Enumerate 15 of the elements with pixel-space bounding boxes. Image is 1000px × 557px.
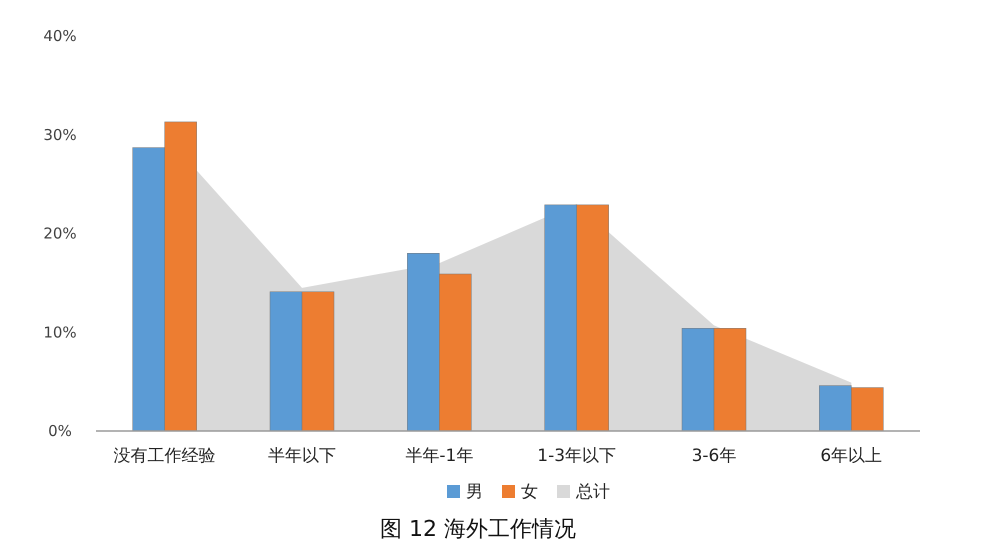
y-tick-label: 20%	[43, 224, 77, 242]
y-tick-label: 30%	[43, 126, 77, 144]
x-tick-label: 半年以下	[268, 446, 336, 466]
x-tick-label: 没有工作经验	[114, 446, 216, 466]
x-tick-label: 6年以上	[820, 446, 882, 466]
legend-label: 女	[521, 482, 538, 502]
x-tick-label: 3-6年	[692, 446, 736, 466]
x-tick-label: 1-3年以下	[537, 446, 616, 466]
y-tick-label: 40%	[43, 27, 77, 45]
x-tick-label: 半年-1年	[405, 446, 474, 466]
text: 图 12 海外工作情况	[380, 517, 576, 542]
legend-label: 总计	[575, 482, 610, 502]
legend-label: 男	[466, 482, 483, 502]
y-tick-label: 10%	[43, 323, 77, 342]
y-tick-label: 0%	[48, 422, 72, 440]
